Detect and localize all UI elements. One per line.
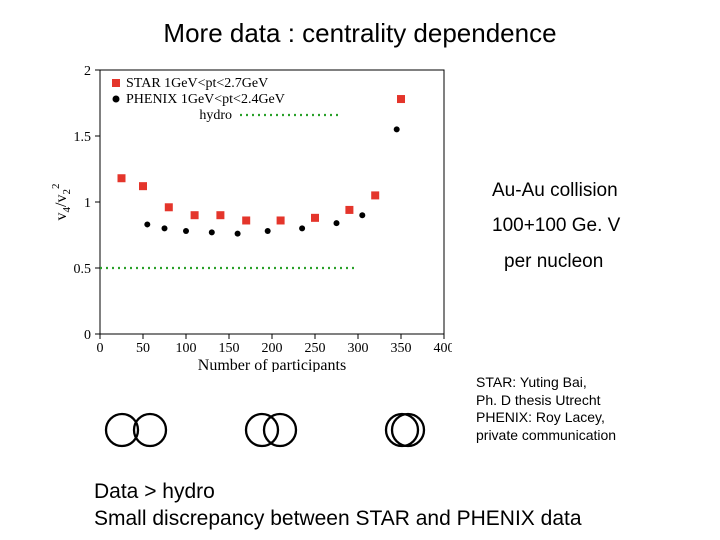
svg-text:PHENIX 1GeV<pt<2.4GeV: PHENIX 1GeV<pt<2.4GeV bbox=[126, 92, 285, 107]
annotation-line-1: Au-Au collision bbox=[492, 176, 702, 205]
svg-text:400: 400 bbox=[434, 341, 453, 356]
annotation-block: Au-Au collision 100+100 Ge. V per nucleo… bbox=[492, 176, 702, 282]
svg-text:300: 300 bbox=[348, 341, 369, 356]
credits-text: STAR: Yuting Bai,Ph. D thesis UtrechtPHE… bbox=[476, 374, 616, 443]
svg-text:250: 250 bbox=[305, 341, 326, 356]
svg-text:0: 0 bbox=[84, 328, 91, 343]
annotation-line-2: 100+100 Ge. V bbox=[492, 211, 702, 240]
svg-text:2: 2 bbox=[84, 64, 91, 79]
conclusion-line-1: Data > hydro bbox=[94, 478, 582, 505]
credits-block: STAR: Yuting Bai,Ph. D thesis UtrechtPHE… bbox=[476, 374, 706, 444]
svg-text:100: 100 bbox=[176, 341, 197, 356]
conclusion-line-2: Small discrepancy between STAR and PHENI… bbox=[94, 505, 582, 532]
svg-text:150: 150 bbox=[219, 341, 240, 356]
overlap-diagrams bbox=[102, 408, 462, 452]
svg-text:Number of participants: Number of participants bbox=[198, 357, 346, 372]
centrality-chart: 0 50 100 150 200 250 300 350 400 0 0.5 1 1.5 2 Number … bbox=[52, 62, 452, 372]
svg-text:v4/v22: v4/v22 bbox=[52, 184, 73, 221]
svg-text:1: 1 bbox=[84, 196, 91, 211]
svg-text:STAR 1GeV<pt<2.7GeV: STAR 1GeV<pt<2.7GeV bbox=[126, 76, 268, 91]
svg-text:0: 0 bbox=[97, 341, 104, 356]
svg-text:350: 350 bbox=[391, 341, 412, 356]
svg-text:50: 50 bbox=[136, 341, 150, 356]
svg-text:0.5: 0.5 bbox=[74, 262, 92, 277]
svg-text:200: 200 bbox=[262, 341, 283, 356]
page-title: More data : centrality dependence bbox=[0, 18, 720, 49]
conclusion-block: Data > hydro Small discrepancy between S… bbox=[94, 478, 582, 533]
annotation-line-3: per nucleon bbox=[492, 247, 702, 276]
svg-text:hydro: hydro bbox=[199, 108, 232, 123]
svg-text:1.5: 1.5 bbox=[74, 130, 92, 145]
